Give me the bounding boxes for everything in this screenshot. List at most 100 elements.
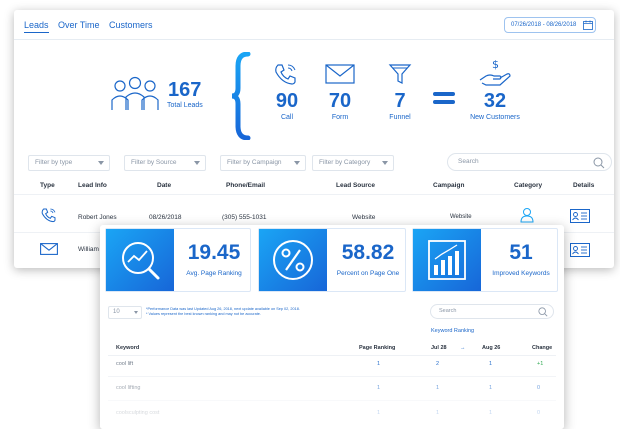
keyword-cell: coolsculpting cost (116, 410, 160, 416)
keyword-cell: cool lift (116, 361, 134, 367)
phone-icon (41, 208, 56, 223)
col-change: Change (532, 345, 553, 351)
new-customers-label: New Customers (470, 114, 520, 121)
col-page-ranking: Page Ranking (359, 345, 396, 351)
form-value: 70 (328, 90, 352, 112)
lead-name[interactable]: Robert Jones (78, 214, 117, 221)
card-icon-tile (413, 229, 481, 291)
details-card-icon[interactable] (570, 243, 590, 257)
lead-name[interactable]: William (78, 246, 99, 253)
date-range-value: 07/26/2018 - 08/26/2018 (511, 22, 577, 28)
call-label: Call (280, 114, 294, 121)
filter-type-label: Filter by type (35, 159, 73, 166)
tab-divider (14, 39, 614, 40)
filter-campaign-label: Filter by Campaign (227, 159, 282, 166)
calendar-icon (583, 20, 593, 30)
card-icon-tile (106, 229, 174, 291)
chevron-down-icon (294, 161, 300, 165)
keyword-ranking-heading: Keyword Ranking (431, 328, 475, 334)
improved-keywords-value: 51 (509, 241, 533, 264)
percent-page-one-value: 58.82 (341, 241, 395, 264)
call-value: 90 (275, 90, 299, 112)
change-cell: 0 (537, 410, 541, 416)
lead-phone: (305) 555-1031 (222, 214, 267, 221)
col-lead-source: Lead Source (336, 182, 376, 189)
tab-leads[interactable]: Leads (24, 20, 49, 33)
aug-26-cell: 1 (489, 410, 493, 416)
search-chart-icon (122, 242, 160, 280)
percent-icon (273, 240, 313, 280)
change-cell: +1 (537, 361, 544, 367)
keyword-cell: cool lifting (116, 385, 141, 391)
filter-category-select[interactable]: Filter by Category (312, 155, 394, 171)
tab-over-time[interactable]: Over Time (58, 20, 100, 30)
svg-text:$: $ (492, 58, 499, 71)
equals-sign (433, 92, 455, 104)
improved-keywords-label: Improved Keywords (492, 270, 550, 277)
search-icon (593, 157, 605, 169)
page-ranking-cell: 1 (377, 361, 381, 367)
col-lead-info: Lead Info (78, 182, 107, 189)
bar-chart-icon (428, 240, 466, 280)
improved-keywords-card: 51 Improved Keywords (412, 228, 558, 292)
leads-search-placeholder: Search (458, 158, 479, 165)
filter-campaign-select[interactable]: Filter by Campaign (220, 155, 306, 171)
leads-search-input[interactable]: Search (447, 153, 612, 171)
search-icon (538, 307, 548, 317)
envelope-icon (325, 64, 355, 84)
keyword-ranking-panel: 19.45 Avg. Page Ranking 58.82 Percent on… (100, 225, 564, 429)
header-divider (108, 355, 556, 356)
rows-per-page-value: 10 (113, 309, 120, 315)
keyword-search-placeholder: Search (439, 308, 457, 314)
jul-28-cell: 1 (436, 410, 440, 416)
hand-dollar-icon: $ (479, 58, 511, 86)
bottom-fade-overlay (100, 359, 564, 429)
avg-page-ranking-card: 19.45 Avg. Page Ranking (105, 228, 251, 292)
jul-28-cell: 1 (436, 385, 440, 391)
accuracy-note: * Values represent the best known rankin… (146, 312, 261, 316)
filter-source-select[interactable]: Filter by Source (124, 155, 206, 171)
card-icon-tile (259, 229, 327, 291)
filter-type-select[interactable]: Filter by type (28, 155, 110, 171)
col-jul-28: Jul 28 (431, 345, 447, 351)
user-icon[interactable] (520, 207, 534, 223)
envelope-icon (40, 243, 58, 255)
chevron-down-icon (98, 161, 104, 165)
row-divider (108, 376, 556, 377)
col-category: Category (514, 182, 543, 189)
chevron-down-icon (382, 161, 388, 165)
col-details: Details (573, 182, 595, 189)
keyword-search-input[interactable]: Search (430, 304, 554, 319)
aug-26-cell: 1 (489, 385, 493, 391)
people-group-icon (111, 76, 159, 110)
col-aug-26: Aug 26 (482, 345, 501, 351)
chevron-down-icon (134, 311, 138, 314)
aug-26-cell: 1 (489, 361, 493, 367)
rows-per-page-select[interactable]: 10 (108, 306, 142, 319)
avg-page-ranking-value: 19.45 (187, 241, 241, 264)
filter-source-label: Filter by Source (131, 159, 177, 166)
funnel-value: 7 (394, 90, 406, 112)
total-leads-value: 167 (168, 79, 202, 101)
header-divider (14, 194, 614, 195)
total-leads-label: Total Leads (167, 102, 203, 109)
date-range-picker[interactable]: 07/26/2018 - 08/26/2018 (504, 17, 596, 33)
lead-campaign: Website (450, 214, 472, 220)
page-ranking-cell: 1 (377, 410, 381, 416)
details-card-icon[interactable] (570, 209, 590, 223)
arrow-right-icon: → (460, 345, 466, 351)
col-date: Date (157, 182, 172, 189)
page-ranking-cell: 1 (377, 385, 381, 391)
col-campaign: Campaign (433, 182, 465, 189)
row-divider (108, 400, 556, 401)
phone-icon (275, 64, 296, 85)
jul-28-cell: 2 (436, 361, 440, 367)
tab-customers[interactable]: Customers (109, 20, 153, 30)
funnel-label: Funnel (389, 114, 411, 121)
chevron-down-icon (194, 161, 200, 165)
update-note: *Performance Data was last Updated Aug 2… (146, 307, 300, 311)
avg-page-ranking-label: Avg. Page Ranking (186, 270, 242, 277)
tab-bar: Leads Over Time Customers 07/26/2018 - 0… (14, 10, 614, 40)
funnel-icon (388, 64, 412, 84)
